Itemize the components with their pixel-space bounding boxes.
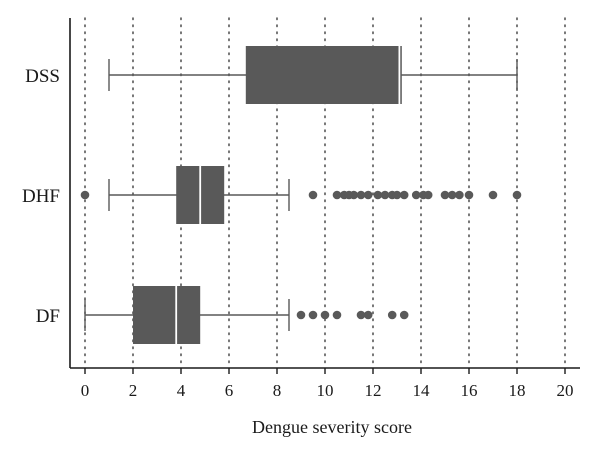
df-outlier-3 bbox=[332, 310, 342, 320]
dhf-outlier-19 bbox=[464, 190, 474, 200]
x-tick-label-18: 18 bbox=[509, 381, 526, 400]
dhf-outlier-5 bbox=[349, 190, 359, 200]
dhf-outlier-11 bbox=[392, 190, 402, 200]
df-outlier-6 bbox=[387, 310, 397, 320]
x-tick-label-16: 16 bbox=[461, 381, 478, 400]
df-outlier-7 bbox=[399, 310, 409, 320]
x-tick-label-14: 14 bbox=[413, 381, 431, 400]
df-outlier-2 bbox=[320, 310, 330, 320]
boxes bbox=[133, 46, 402, 344]
x-tick-label-12: 12 bbox=[365, 381, 382, 400]
dhf-outlier-2 bbox=[332, 190, 342, 200]
outliers bbox=[80, 190, 522, 320]
df-outlier-4 bbox=[356, 310, 366, 320]
dhf-outlier-18 bbox=[455, 190, 464, 200]
x-tick-label-6: 6 bbox=[225, 381, 234, 400]
dhf-outlier-7 bbox=[363, 190, 373, 200]
x-tick-label-2: 2 bbox=[129, 381, 138, 400]
df-box bbox=[133, 286, 201, 344]
dhf-outlier-16 bbox=[440, 190, 450, 200]
dhf-outlier-0 bbox=[80, 190, 90, 200]
x-tick-label-0: 0 bbox=[81, 381, 90, 400]
dhf-outlier-9 bbox=[380, 190, 390, 200]
x-axis-title: Dengue severity score bbox=[252, 417, 412, 437]
dhf-outlier-20 bbox=[488, 190, 498, 200]
x-tick-label-4: 4 bbox=[177, 381, 186, 400]
dhf-outlier-21 bbox=[512, 190, 522, 200]
axes bbox=[69, 18, 580, 374]
dhf-outlier-6 bbox=[356, 190, 366, 200]
dhf-outlier-8 bbox=[373, 190, 383, 200]
dss-box bbox=[245, 46, 402, 104]
category-label-dss: DSS bbox=[25, 66, 60, 87]
dhf-outlier-15 bbox=[423, 190, 433, 200]
dhf-outlier-17 bbox=[447, 190, 457, 200]
x-tick-label-8: 8 bbox=[273, 381, 282, 400]
df-outlier-1 bbox=[308, 310, 318, 320]
category-label-df: DF bbox=[36, 306, 60, 327]
dhf-outlier-12 bbox=[399, 190, 409, 200]
x-tick-label-20: 20 bbox=[557, 381, 574, 400]
labels: 0 2 4 6 8 10 12 14 16 18 20 DSS DHF DF bbox=[22, 66, 574, 400]
df-outlier-0 bbox=[296, 310, 306, 320]
x-tick-label-10: 10 bbox=[317, 381, 334, 400]
dhf-outlier-1 bbox=[308, 190, 318, 200]
df-outlier-5 bbox=[363, 310, 373, 320]
dhf-outlier-13 bbox=[411, 190, 421, 200]
category-label-dhf: DHF bbox=[22, 186, 60, 207]
